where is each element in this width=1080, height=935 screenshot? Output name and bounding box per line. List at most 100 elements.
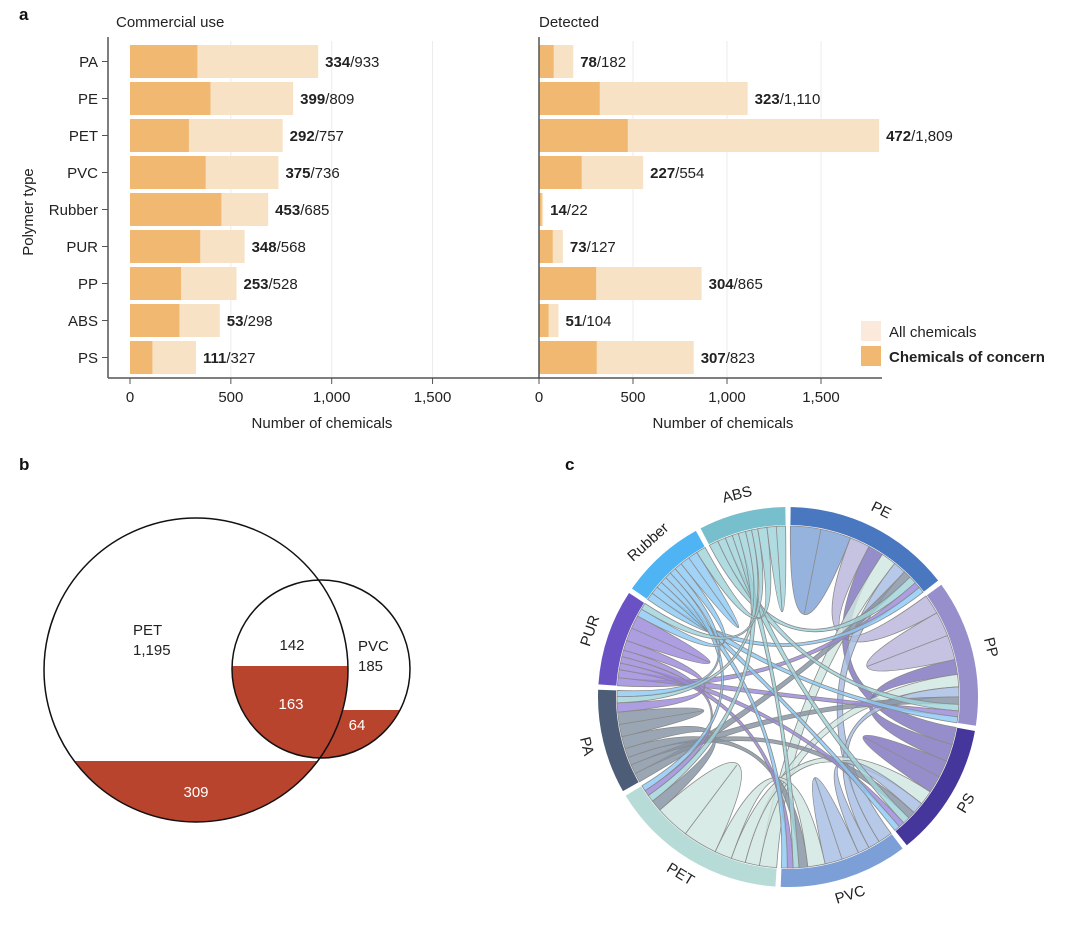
bar-label-pet: 472/1,809 <box>886 128 953 145</box>
bar-label-pet: 292/757 <box>290 128 344 145</box>
bar-label-total: /104 <box>582 313 611 330</box>
commercial-use-chart: Commercial use 334/933 PA 399/809 PE 292/757 P… <box>20 14 540 432</box>
bar-label-abs: 51/104 <box>566 313 612 330</box>
bar-label-pvc: 375/736 <box>285 165 339 182</box>
bar-label-pur: 73/127 <box>570 239 616 256</box>
venn-circle-pvc <box>231 579 411 759</box>
y-tick-label-pvc: PVC <box>67 165 98 182</box>
bar-label-bold: 334 <box>325 54 351 71</box>
bar-label-bold: 51 <box>566 313 583 330</box>
x-tick-label: 1,000 <box>708 389 746 406</box>
venn-label-pvc: PVC <box>358 638 389 655</box>
ribbon-pa-pa <box>617 707 705 738</box>
segment-label-ps: PS <box>954 790 979 816</box>
bar-label-bold: 227 <box>650 165 675 182</box>
legend: All chemicals Chemicals of concern <box>861 321 1045 366</box>
legend-swatch-all <box>861 321 881 341</box>
bar-label-bold: 78 <box>580 54 597 71</box>
bar-label-total: /298 <box>243 313 272 330</box>
segment-label-pp: PP <box>980 636 1001 659</box>
venn-value-overlap-other: 142 <box>279 637 304 654</box>
bar-label-bold: 307 <box>701 350 726 367</box>
bar-concern-abs <box>130 304 180 337</box>
y-tick-label-abs: ABS <box>68 313 98 330</box>
bar-charts: Commercial use 334/933 PA 399/809 PE 292/757 P… <box>20 14 1045 432</box>
ribbon-pvc-rubber <box>660 576 788 869</box>
venn-total-pvc: 185 <box>358 658 383 675</box>
y-tick-label-pe: PE <box>78 91 98 108</box>
bar-concern-rubber <box>130 193 222 226</box>
ribbon-pvc-abs <box>731 532 800 869</box>
ribbon-pur-pur <box>626 615 711 665</box>
bar-label-bold: 453 <box>275 202 300 219</box>
ribbon-pp-pp <box>866 612 956 672</box>
bar-label-total: /1,809 <box>911 128 953 145</box>
ribbon-ps-rubber <box>656 581 900 832</box>
bar-label-total: /757 <box>315 128 344 145</box>
venn-label-pet: PET <box>133 622 162 639</box>
segment-label-pe: PE <box>868 498 893 522</box>
bar-label-bold: 348 <box>252 239 277 256</box>
segment-arc-rubber <box>631 530 705 599</box>
bar-label-bold: 73 <box>570 239 587 256</box>
panel-a-letter: a <box>19 5 29 24</box>
segment-arc-pur <box>598 592 645 686</box>
bar-label-total: /327 <box>226 350 255 367</box>
segment-arc-pe <box>790 507 939 592</box>
bar-concern-ps <box>130 341 153 374</box>
bar-label-total: /933 <box>350 54 379 71</box>
legend-label-concern: Chemicals of concern <box>889 349 1045 366</box>
bar-concern-pet <box>539 119 628 152</box>
venn-value-overlap-concern: 163 <box>278 696 303 713</box>
ribbon-pe-pe <box>789 525 851 615</box>
bar-label-pa: 334/933 <box>325 54 379 71</box>
ribbon-pvc-pvc <box>812 777 859 865</box>
bar-label-total: /685 <box>300 202 329 219</box>
bar-label-pe: 399/809 <box>300 91 354 108</box>
venn-value-pvc-concern: 64 <box>349 717 366 734</box>
bar-label-rubber: 14/22 <box>550 202 588 219</box>
y-tick-label-pur: PUR <box>66 239 98 256</box>
y-tick-label-ps: PS <box>78 350 98 367</box>
ribbon-abs-abs <box>766 525 787 613</box>
bar-label-total: /568 <box>277 239 306 256</box>
bar-concern-pvc <box>130 156 206 189</box>
bar-label-bold: 472 <box>886 128 911 145</box>
bar-label-total: /528 <box>269 276 298 293</box>
bar-concern-pp <box>539 267 597 300</box>
bar-concern-pur <box>130 230 201 263</box>
ribbon-ps-abs <box>724 534 910 824</box>
bar-label-bold: 375 <box>285 165 310 182</box>
bar-concern-ps <box>539 341 597 374</box>
x-tick-label: 1,000 <box>313 389 351 406</box>
x-tick-label: 0 <box>535 389 543 406</box>
x-tick-label: 1,500 <box>802 389 840 406</box>
legend-label-all: All chemicals <box>889 324 977 341</box>
bar-label-total: /127 <box>587 239 616 256</box>
bar-label-total: /865 <box>734 276 763 293</box>
bar-label-total: /823 <box>726 350 755 367</box>
ribbon-pp-rubber <box>651 586 959 724</box>
bar-concern-pp <box>130 267 182 300</box>
bar-label-total: /22 <box>567 202 588 219</box>
bar-label-bold: 253 <box>243 276 268 293</box>
segment-arc-ps <box>895 727 975 846</box>
y-tick-label-pet: PET <box>69 128 98 145</box>
ribbon-pet-pet <box>659 762 742 853</box>
segment-arc-pp <box>926 584 978 726</box>
bar-label-bold: 304 <box>709 276 735 293</box>
bar-concern-pur <box>539 230 553 263</box>
bar-label-total: /554 <box>675 165 704 182</box>
bar-label-ps: 111/327 <box>203 350 256 367</box>
bar-concern-pet <box>130 119 189 152</box>
y-tick-label-pp: PP <box>78 276 98 293</box>
legend-swatch-concern <box>861 346 881 366</box>
detected-xlabel: Number of chemicals <box>653 415 794 432</box>
bar-label-total: /182 <box>597 54 626 71</box>
segment-arc-pvc <box>780 834 903 887</box>
segment-label-pur: PUR <box>577 613 603 649</box>
ribbon-pe-pet <box>758 553 896 869</box>
ribbon-pa-rubber <box>616 568 721 698</box>
y-tick-label-rubber: Rubber <box>49 202 98 219</box>
